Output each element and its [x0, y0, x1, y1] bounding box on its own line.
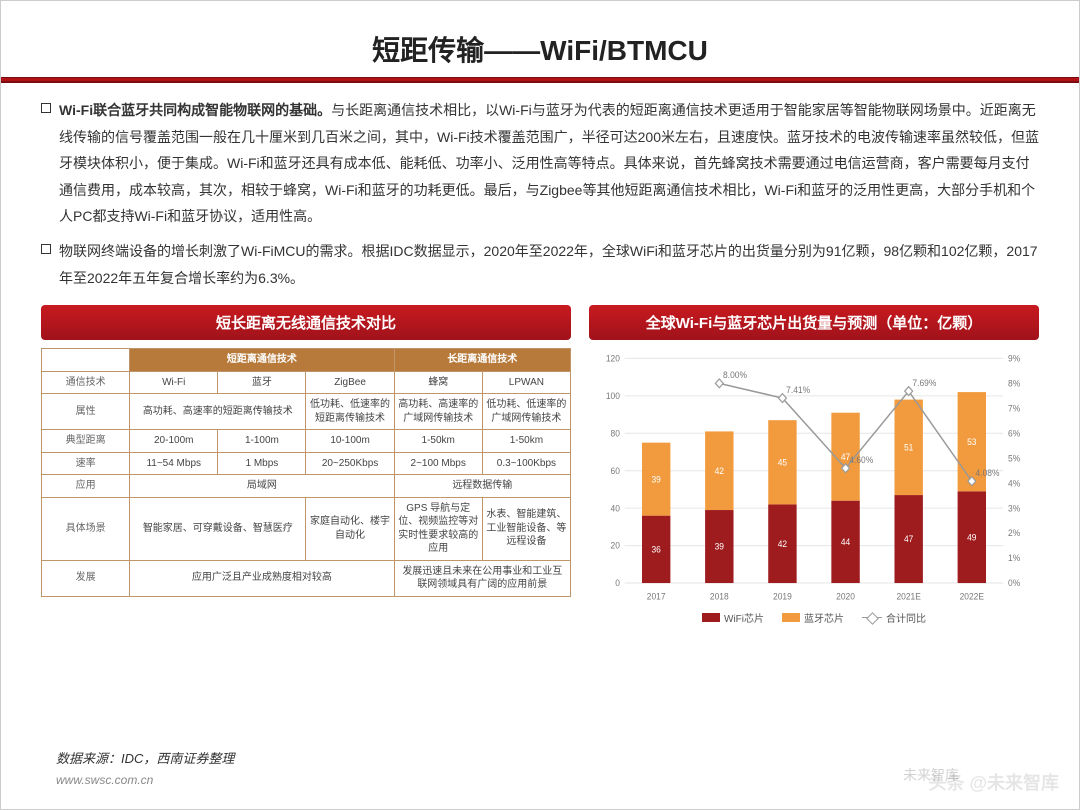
- accent-bar: [1, 77, 1079, 83]
- svg-text:100: 100: [606, 391, 620, 402]
- source-url: www.swsc.com.cn: [56, 773, 153, 787]
- svg-text:2019: 2019: [773, 591, 792, 602]
- svg-text:7.41%: 7.41%: [786, 385, 810, 396]
- svg-text:8%: 8%: [1008, 378, 1020, 389]
- svg-text:2021E: 2021E: [896, 591, 920, 602]
- svg-text:39: 39: [651, 474, 660, 485]
- svg-text:39: 39: [715, 541, 724, 552]
- shipment-chart: 0 20 40 60 80 100 120 0% 1% 2% 3% 4% 5% 6% 7% 8% 9% 36 39 2…: [589, 348, 1039, 608]
- svg-text:4.60%: 4.60%: [849, 455, 873, 466]
- legend-growth: 合计同比: [886, 610, 926, 625]
- bullet-icon: [41, 103, 51, 113]
- chart-legend: WiFi芯片 蓝牙芯片 合计同比: [589, 610, 1039, 625]
- svg-text:7.69%: 7.69%: [912, 378, 936, 389]
- svg-text:0: 0: [615, 578, 620, 589]
- svg-text:44: 44: [841, 537, 850, 548]
- svg-text:2017: 2017: [647, 591, 666, 602]
- legend-bt: 蓝牙芯片: [804, 610, 844, 625]
- svg-text:42: 42: [715, 466, 724, 477]
- svg-text:6%: 6%: [1008, 428, 1020, 439]
- watermark: 头条 @未来智库: [928, 769, 1059, 795]
- right-panel-header: 全球Wi-Fi与蓝牙芯片出货量与预测（单位：亿颗）: [589, 305, 1039, 340]
- svg-text:2%: 2%: [1008, 528, 1020, 539]
- paragraph-1: Wi-Fi联合蓝牙共同构成智能物联网的基础。与长距离通信技术相比，以Wi-Fi与…: [41, 97, 1039, 230]
- svg-text:20: 20: [611, 540, 620, 551]
- bullet-icon: [41, 244, 51, 254]
- svg-text:53: 53: [967, 437, 976, 448]
- svg-text:2022E: 2022E: [960, 591, 984, 602]
- body-text: Wi-Fi联合蓝牙共同构成智能物联网的基础。与长距离通信技术相比，以Wi-Fi与…: [41, 97, 1039, 291]
- svg-text:60: 60: [611, 466, 620, 477]
- svg-text:40: 40: [611, 503, 620, 514]
- svg-text:4%: 4%: [1008, 478, 1020, 489]
- svg-text:8.00%: 8.00%: [723, 370, 747, 381]
- legend-wifi: WiFi芯片: [724, 610, 764, 625]
- left-panel-header: 短长距离无线通信技术对比: [41, 305, 571, 340]
- svg-text:36: 36: [651, 544, 660, 555]
- svg-text:42: 42: [778, 539, 787, 550]
- page-title: 短距传输——WiFi/BTMCU: [41, 29, 1039, 69]
- data-source: 数据来源：IDC，西南证券整理: [56, 748, 234, 767]
- svg-text:9%: 9%: [1008, 353, 1020, 364]
- svg-text:51: 51: [904, 442, 913, 453]
- svg-text:5%: 5%: [1008, 453, 1020, 464]
- th-short: 短距离通信技术: [130, 349, 394, 372]
- svg-text:7%: 7%: [1008, 403, 1020, 414]
- svg-text:45: 45: [778, 457, 787, 468]
- svg-text:0%: 0%: [1008, 578, 1020, 589]
- svg-text:49: 49: [967, 532, 976, 543]
- svg-text:1%: 1%: [1008, 553, 1020, 564]
- svg-text:3%: 3%: [1008, 503, 1020, 514]
- para1-rest: 与长距离通信技术相比，以Wi-Fi与蓝牙为代表的短距离通信技术更适用于智能家居等…: [59, 102, 1039, 224]
- para2-text: 物联网终端设备的增长刺激了Wi-FiMCU的需求。根据IDC数据显示，2020年…: [59, 243, 1038, 286]
- svg-text:120: 120: [606, 353, 620, 364]
- svg-text:80: 80: [611, 428, 620, 439]
- svg-text:2020: 2020: [836, 591, 855, 602]
- svg-text:47: 47: [904, 534, 913, 545]
- para1-bold: Wi-Fi联合蓝牙共同构成智能物联网的基础。: [59, 102, 331, 118]
- th-long: 长距离通信技术: [394, 349, 570, 372]
- comparison-table: 短距离通信技术 长距离通信技术 通信技术Wi-Fi蓝牙ZigBee蜂窝LPWAN…: [41, 348, 571, 597]
- svg-text:4.08%: 4.08%: [976, 468, 1000, 479]
- svg-text:2018: 2018: [710, 591, 729, 602]
- paragraph-2: 物联网终端设备的增长刺激了Wi-FiMCU的需求。根据IDC数据显示，2020年…: [41, 238, 1039, 291]
